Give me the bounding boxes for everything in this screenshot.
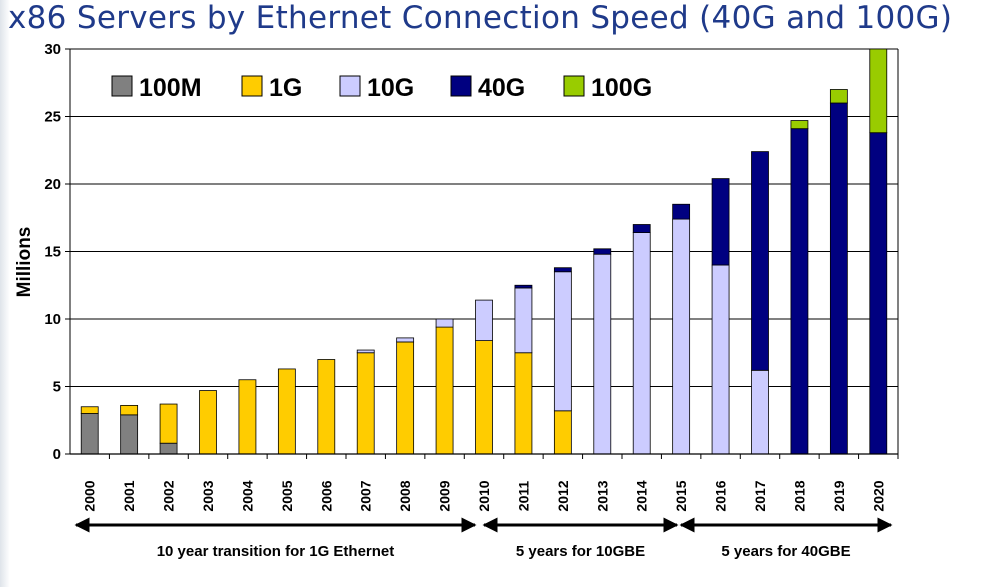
y-tick-label: 20 (44, 176, 61, 193)
legend-label-40g: 40G (478, 74, 525, 102)
x-tick-label: 2007 (358, 480, 374, 511)
bar-segment-10g (632, 232, 651, 455)
x-tick-label: 2006 (318, 480, 334, 511)
y-axis-label: Millions (14, 227, 35, 298)
bar-segment-1g (159, 403, 178, 444)
y-tick-label: 15 (44, 244, 61, 261)
y-tick-label: 5 (53, 379, 61, 396)
x-tick-label: 2013 (594, 480, 610, 511)
bar-segment-40g (672, 203, 691, 220)
bar-segment-10g (514, 287, 533, 354)
y-tick-label: 0 (53, 446, 61, 463)
bar-segment-1g (317, 359, 336, 455)
bar-segment-10g (356, 349, 375, 354)
legend-label-1g: 1G (269, 74, 302, 102)
legend-label-10g: 10G (367, 74, 414, 102)
legend-label-100g: 100G (591, 74, 652, 102)
annotation-label: 5 years for 10GBE (516, 543, 645, 560)
legend-swatch-40g (450, 75, 472, 97)
x-tick-label: 2008 (397, 480, 413, 511)
bar-segment-40g (751, 151, 769, 371)
annotations: 10 year transition for 1G Ethernet 5 year… (74, 517, 893, 560)
slide-edge-strip (0, 0, 10, 587)
bar-segment-1g (435, 326, 454, 455)
bar-segment-10g (751, 369, 769, 455)
bar-segment-100g (869, 48, 888, 134)
bar-segment-10g (553, 271, 572, 412)
y-tick-label: 25 (44, 109, 61, 126)
bar-segment-1g (277, 368, 296, 455)
bar-segment-100m (159, 442, 178, 455)
bar-segment-100m (80, 413, 99, 455)
y-tick-label: 10 (44, 311, 61, 328)
bar-segment-1g (553, 410, 572, 455)
x-tick-label: 2019 (831, 480, 847, 511)
x-tick-label: 2004 (239, 480, 255, 511)
bar-segment-40g (869, 132, 888, 455)
bar-segment-1g (514, 352, 533, 455)
x-tick-label: 2002 (161, 480, 177, 511)
bar-segment-40g (632, 224, 651, 234)
x-tick-label: 2011 (515, 481, 531, 512)
bar-segment-10g (396, 337, 415, 343)
x-tick-label: 2015 (673, 480, 689, 511)
bar-segment-100g (829, 89, 848, 104)
bar-segment-1g (199, 390, 217, 455)
x-tick-label: 2001 (121, 480, 137, 511)
x-tick-label: 2012 (555, 480, 571, 511)
bar-segment-100g (790, 120, 809, 130)
x-tick-label: 2014 (634, 480, 650, 511)
x-tick-label: 2010 (476, 480, 492, 511)
bar-segment-1g (396, 341, 415, 455)
bars-layer (80, 48, 888, 455)
x-tick-label: 2005 (279, 480, 295, 511)
bar-segment-40g (829, 102, 848, 455)
bar-segment-1g (356, 352, 375, 455)
x-tick-label: 2003 (200, 480, 216, 511)
bar-segment-1g (80, 406, 99, 414)
x-tick-label: 2016 (713, 480, 729, 511)
bar-segment-40g (514, 284, 533, 289)
bar-segment-100m (120, 414, 139, 455)
bar-segment-40g (593, 248, 612, 255)
axis-layer: 0 5 10 15 20 25 30 2000 2001 2002 2003 2004 2005 2006… (44, 41, 899, 512)
legend-swatch-10g (339, 75, 361, 97)
bar-segment-10g (672, 218, 691, 455)
bar-segment-40g (790, 128, 809, 455)
legend-swatch-1g (241, 75, 263, 97)
legend: 100M 1G 10G 40G 100G (111, 74, 652, 102)
bar-segment-1g (475, 340, 493, 455)
legend-swatch-100m (111, 75, 133, 97)
y-tick-label: 30 (44, 41, 61, 58)
legend-swatch-100g (563, 75, 585, 97)
x-tick-label: 2017 (752, 480, 768, 511)
x-tick-label: 2018 (791, 480, 807, 511)
bar-segment-40g (553, 267, 572, 273)
bar-segment-1g (120, 404, 139, 416)
x-tick-label: 2020 (870, 480, 886, 511)
bar-segment-10g (711, 264, 730, 455)
bar-segment-10g (593, 253, 612, 455)
x-tick-label: 2000 (82, 480, 98, 511)
x-tick-label: 2009 (437, 480, 453, 511)
bar-segment-10g (435, 318, 454, 328)
legend-label-100m: 100M (139, 74, 202, 102)
annotation-label: 5 years for 40GBE (721, 543, 850, 560)
slide-title: x86 Servers by Ethernet Connection Speed… (8, 0, 953, 36)
bar-segment-10g (475, 299, 493, 342)
bar-segment-1g (238, 379, 257, 455)
bar-segment-40g (711, 178, 730, 266)
annotation-label: 10 year transition for 1G Ethernet (157, 543, 395, 560)
